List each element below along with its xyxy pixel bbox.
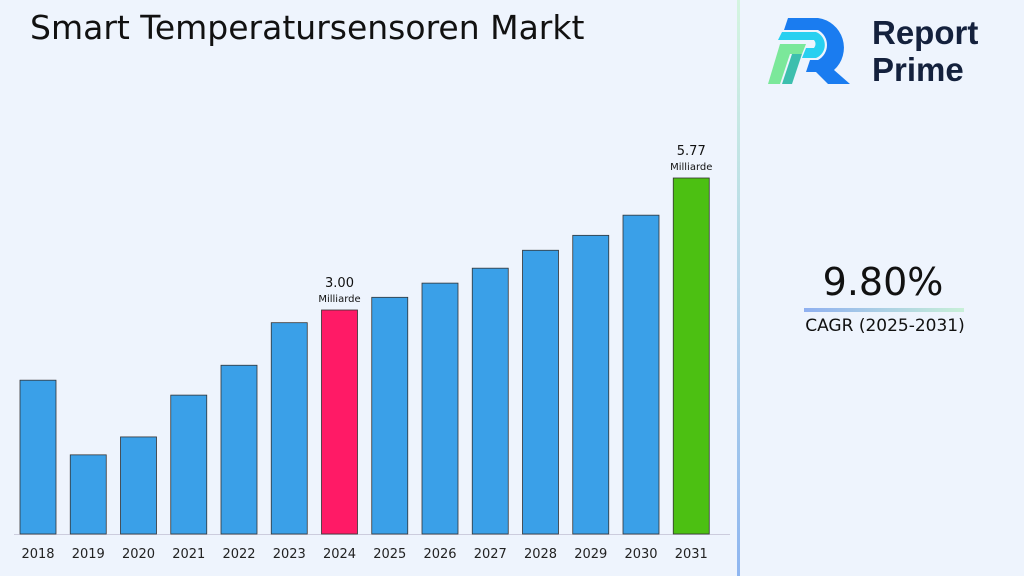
x-tick-label: 2026: [423, 547, 456, 562]
bar-2023: [270, 322, 308, 535]
bar-2027: [471, 267, 509, 535]
x-tick-label: 2025: [373, 547, 406, 562]
cagr-value: 9.80%: [822, 260, 944, 304]
x-tick-label: 2022: [222, 547, 255, 562]
bar-2031: [672, 177, 710, 535]
x-tick-label: 2028: [524, 547, 557, 562]
x-tick-label: 2020: [122, 547, 155, 562]
logo-line1: Report: [872, 14, 979, 51]
data-unit-2031: Milliarde: [670, 162, 712, 173]
logo-line2: Prime: [872, 51, 964, 88]
x-tick-label: 2018: [21, 547, 54, 562]
bar-2030: [622, 214, 660, 535]
report-prime-logo-icon: [768, 18, 850, 84]
x-tick-label: 2024: [323, 547, 356, 562]
bar-2025: [371, 296, 409, 535]
divider: [737, 0, 740, 576]
logo-text: Report Prime: [872, 14, 978, 88]
x-tick-label: 2030: [624, 547, 657, 562]
bar-2019: [69, 454, 107, 535]
bar-2022: [220, 364, 258, 535]
bar-2026: [421, 282, 459, 535]
data-label-2031: 5.77: [677, 144, 706, 159]
bar-2024: [321, 309, 358, 535]
data-label-2024: 3.00: [325, 276, 354, 291]
bar-chart: 2018 2019 2020 2021 2022 2023 2024 3.00 Milliard…: [14, 144, 730, 562]
x-tick-label: 2027: [474, 547, 507, 562]
x-tick-label: 2021: [172, 547, 205, 562]
cagr-label: CAGR (2025-2031): [805, 316, 965, 336]
x-tick-label: 2019: [72, 547, 105, 562]
x-tick-label: 2029: [574, 547, 607, 562]
bar-2029: [572, 234, 610, 535]
x-tick-label: 2023: [273, 547, 306, 562]
data-unit-2024: Milliarde: [318, 294, 360, 305]
chart-title: Smart Temperatursensoren Markt: [30, 8, 585, 47]
bar-2018: [19, 379, 57, 535]
bar-2028: [522, 249, 559, 535]
bar-2021: [170, 394, 208, 535]
x-tick-label: 2031: [675, 547, 708, 562]
cagr-underline: [804, 308, 964, 312]
bar-2020: [120, 436, 157, 535]
